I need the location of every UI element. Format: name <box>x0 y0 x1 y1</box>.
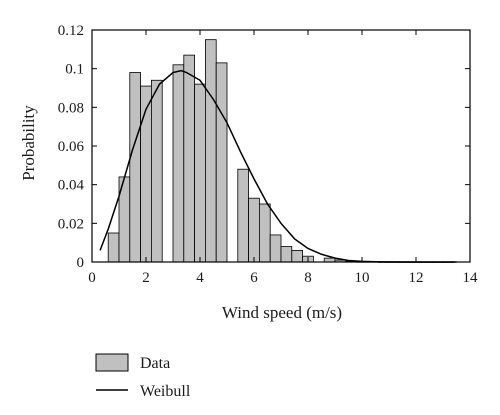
y-tick-label: 0.12 <box>58 23 84 39</box>
legend-data-label: Data <box>140 355 170 372</box>
x-tick-label: 6 <box>250 270 258 286</box>
data-bar <box>183 54 196 263</box>
data-bar <box>107 232 120 263</box>
data-bar <box>129 72 142 263</box>
y-axis-title: Probability <box>19 105 38 181</box>
axis-ticks <box>91 29 471 263</box>
data-bar <box>248 197 260 263</box>
data-bar <box>204 39 217 263</box>
x-tick-label: 2 <box>142 270 150 286</box>
data-bar <box>258 203 271 263</box>
y-tick-labels: 0 0.02 0.04 0.06 0.08 0.1 0.12 <box>58 23 85 271</box>
data-bar <box>172 64 185 263</box>
legend-data-swatch <box>95 353 129 372</box>
data-bar <box>215 62 228 263</box>
y-tick-label: 0.08 <box>58 100 84 116</box>
data-bar <box>269 234 282 263</box>
x-tick-label: 8 <box>304 270 312 286</box>
y-tick-label: 0 <box>77 255 85 271</box>
x-tick-label: 4 <box>196 270 204 286</box>
legend: Data Weibull <box>95 353 191 400</box>
data-bar <box>140 85 152 263</box>
x-axis-title: Wind speed (m/s) <box>222 303 342 322</box>
data-bar <box>280 246 293 263</box>
x-tick-label: 14 <box>463 270 479 286</box>
x-tick-label: 10 <box>355 270 370 286</box>
data-bar <box>237 168 250 263</box>
data-bar <box>194 83 206 263</box>
legend-weibull-label: Weibull <box>140 383 191 400</box>
data-bar <box>291 249 303 263</box>
y-tick-label: 0.04 <box>58 178 85 194</box>
y-tick-label: 0.02 <box>58 216 84 232</box>
data-bars <box>107 39 455 263</box>
x-tick-labels: 0 2 4 6 8 10 12 14 <box>88 270 478 286</box>
y-tick-label: 0.1 <box>65 62 84 78</box>
data-bar <box>150 79 163 263</box>
y-tick-label: 0.06 <box>58 139 85 155</box>
x-tick-label: 12 <box>409 270 424 286</box>
x-tick-label: 0 <box>88 270 96 286</box>
